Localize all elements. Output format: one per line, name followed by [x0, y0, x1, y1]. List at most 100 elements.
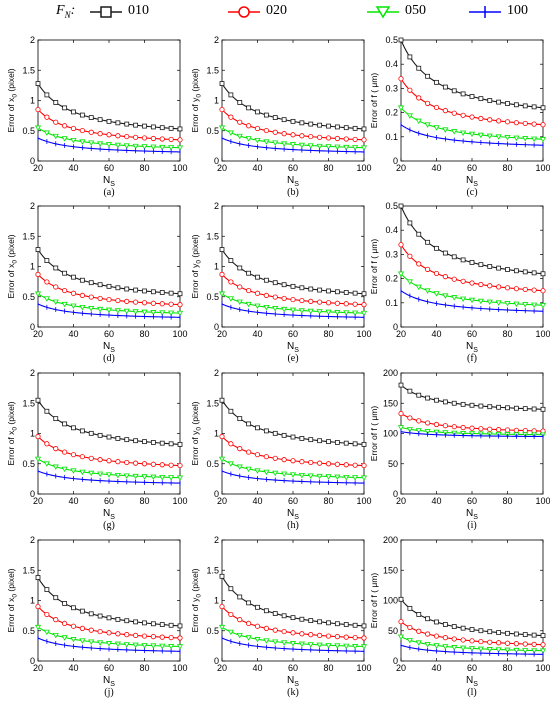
- y-tick-label: 0: [30, 322, 35, 332]
- marker-010: [425, 616, 431, 622]
- x-tick-label: 20: [396, 663, 406, 673]
- marker-010: [44, 92, 50, 98]
- marker-010: [228, 408, 234, 414]
- marker-020: [352, 136, 358, 143]
- marker-020: [451, 424, 457, 430]
- marker-050: [504, 301, 511, 307]
- marker-010: [115, 285, 121, 291]
- marker-050: [43, 461, 50, 467]
- marker-020: [133, 460, 139, 466]
- subplot-f: 20 40 60 80 100 0 0.1 0.2 0.3 0.4 0.5 NS(f) Error of…: [369, 201, 550, 364]
- marker-050: [159, 310, 166, 316]
- marker-050: [397, 105, 405, 111]
- x-tick-label: 20: [396, 163, 406, 173]
- marker-010: [505, 405, 510, 411]
- x-axis-label-main: N: [287, 508, 294, 519]
- marker-010: [469, 402, 475, 408]
- marker-020: [177, 302, 183, 308]
- x-axis-label-subscript: S: [294, 514, 299, 521]
- marker-010: [79, 112, 85, 118]
- marker-050: [141, 474, 148, 480]
- marker-050: [460, 645, 467, 652]
- marker-020: [425, 266, 431, 272]
- y-tick-label: 1.5: [206, 65, 219, 75]
- subplot-i: 20 40 60 80 100 0 50 100 150 200 NS(i) Error of f (…: [369, 368, 550, 531]
- marker-020: [540, 288, 546, 294]
- marker-020: [540, 122, 546, 128]
- marker-050: [352, 145, 359, 151]
- marker-050: [468, 646, 476, 652]
- marker-020: [281, 131, 287, 137]
- marker-050: [150, 474, 157, 481]
- marker-010: [88, 430, 94, 436]
- marker-020: [97, 628, 103, 635]
- marker-050: [52, 464, 59, 470]
- y-tick-label: 0.2: [385, 274, 398, 284]
- marker-020: [228, 441, 234, 447]
- marker-020: [62, 620, 68, 627]
- y-tick-label: 2: [30, 368, 35, 378]
- marker-020: [504, 285, 511, 291]
- marker-010: [35, 397, 41, 403]
- marker-050: [272, 639, 279, 645]
- marker-050: [176, 310, 184, 317]
- legend-label-050: 050: [405, 3, 426, 18]
- plot-area: [37, 205, 181, 328]
- marker-010: [237, 594, 243, 600]
- marker-050: [281, 471, 288, 478]
- marker-020: [159, 634, 165, 640]
- marker-020: [53, 119, 59, 125]
- marker-010: [361, 623, 367, 629]
- marker-020: [334, 300, 340, 306]
- marker-020: [361, 635, 367, 641]
- marker-020: [254, 290, 261, 296]
- y-tick-label: 0.3: [385, 83, 398, 93]
- marker-010: [460, 625, 466, 631]
- marker-050: [513, 135, 520, 142]
- x-axis-label-main: N: [466, 175, 473, 186]
- x-axis-label-main: N: [287, 175, 294, 186]
- x-axis-label-subscript: S: [110, 514, 115, 521]
- marker-050: [97, 306, 104, 313]
- marker-050: [61, 635, 68, 641]
- marker-050: [254, 637, 261, 643]
- marker-050: [504, 647, 511, 654]
- marker-010: [478, 96, 484, 102]
- subplot-caption: (k): [287, 687, 299, 698]
- marker-050: [88, 470, 95, 477]
- marker-050: [334, 474, 341, 481]
- marker-010: [299, 436, 305, 441]
- y-axis-label-unit: (pixel): [190, 568, 200, 594]
- x-tick-label: 80: [323, 329, 333, 339]
- marker-020: [442, 635, 448, 641]
- marker-010: [522, 269, 528, 275]
- x-tick-label: 40: [431, 496, 441, 506]
- marker-050: [263, 469, 270, 476]
- marker-050: [539, 137, 547, 143]
- marker-050: [123, 143, 130, 149]
- marker-020: [334, 461, 340, 467]
- marker-020: [334, 634, 340, 640]
- marker-010: [281, 613, 287, 619]
- y-axis-label-main: Error of x: [6, 263, 16, 299]
- marker-050: [298, 142, 305, 149]
- marker-050: [159, 144, 166, 151]
- marker-010: [97, 432, 103, 438]
- x-axis-label-subscript: S: [110, 181, 115, 188]
- y-axis-label-main: Error of y: [190, 97, 200, 133]
- marker-050: [415, 640, 422, 646]
- x-tick-label: 80: [139, 663, 149, 673]
- marker-050: [70, 138, 77, 144]
- marker-010: [299, 120, 305, 126]
- legend-marker-100: [469, 6, 501, 18]
- marker-050: [227, 461, 234, 467]
- marker-020: [478, 281, 484, 288]
- y-tick-label: 0: [393, 156, 398, 166]
- y-tick-label: 150: [383, 565, 398, 575]
- marker-010: [505, 630, 510, 636]
- marker-010: [451, 624, 457, 629]
- x-tick-label: 40: [68, 163, 78, 173]
- marker-020: [290, 296, 296, 303]
- marker-020: [106, 132, 112, 138]
